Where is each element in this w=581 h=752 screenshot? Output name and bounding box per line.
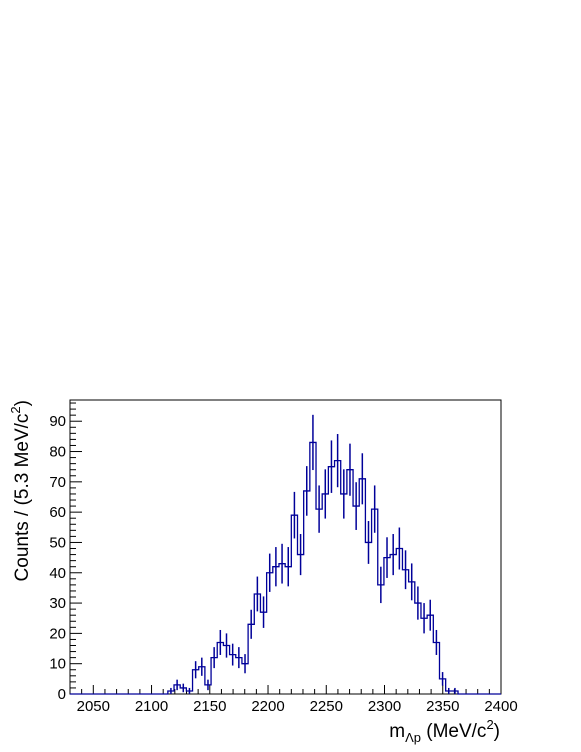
x-axis-title-subscript: Λp (405, 730, 421, 745)
x-axis-title-unit: (MeV/c (421, 721, 486, 742)
y-tick-label: 50 (49, 534, 66, 551)
error-bars (170, 414, 456, 694)
x-tick-label: 2050 (77, 698, 110, 715)
y-axis-title-superscript: 2 (8, 406, 23, 413)
y-tick-label: 60 (49, 504, 66, 521)
y-tick-label: 30 (49, 595, 66, 612)
y-tick-label: 10 (49, 656, 66, 673)
x-tick-label: 2300 (368, 698, 401, 715)
x-axis-title-superscript: 2 (486, 717, 493, 732)
y-axis-title-close: ) (12, 400, 33, 406)
x-axis-title-main: m (389, 721, 405, 742)
y-axis-ticks (70, 402, 82, 695)
y-tick-label: 40 (49, 565, 66, 582)
x-axis-tick-labels: 2050 2100 2150 2200 2250 2300 2350 2400 (77, 698, 518, 715)
x-axis-title: mΛp (MeV/c2) (389, 717, 500, 745)
y-axis-tick-labels: 0 10 20 30 40 50 60 70 80 90 (49, 413, 66, 703)
x-tick-label: 2350 (426, 698, 459, 715)
y-tick-label: 70 (49, 474, 66, 491)
histogram-step-line (70, 441, 501, 695)
x-tick-label: 2200 (251, 698, 284, 715)
x-tick-label: 2250 (310, 698, 343, 715)
x-axis-ticks (69, 685, 502, 694)
x-tick-label: 2400 (484, 698, 517, 715)
y-axis-title: Counts / (5.3 MeV/c2) (8, 400, 33, 581)
y-tick-label: 0 (58, 686, 66, 703)
x-axis-title-close: ) (494, 721, 500, 742)
y-axis-title-main: Counts / (5.3 MeV/c (12, 414, 33, 582)
y-tick-label: 20 (49, 625, 66, 642)
plot-frame (69, 399, 502, 695)
x-tick-label: 2100 (135, 698, 168, 715)
x-tick-label: 2150 (193, 698, 226, 715)
y-tick-label: 90 (49, 413, 66, 430)
y-tick-label: 80 (49, 444, 66, 461)
